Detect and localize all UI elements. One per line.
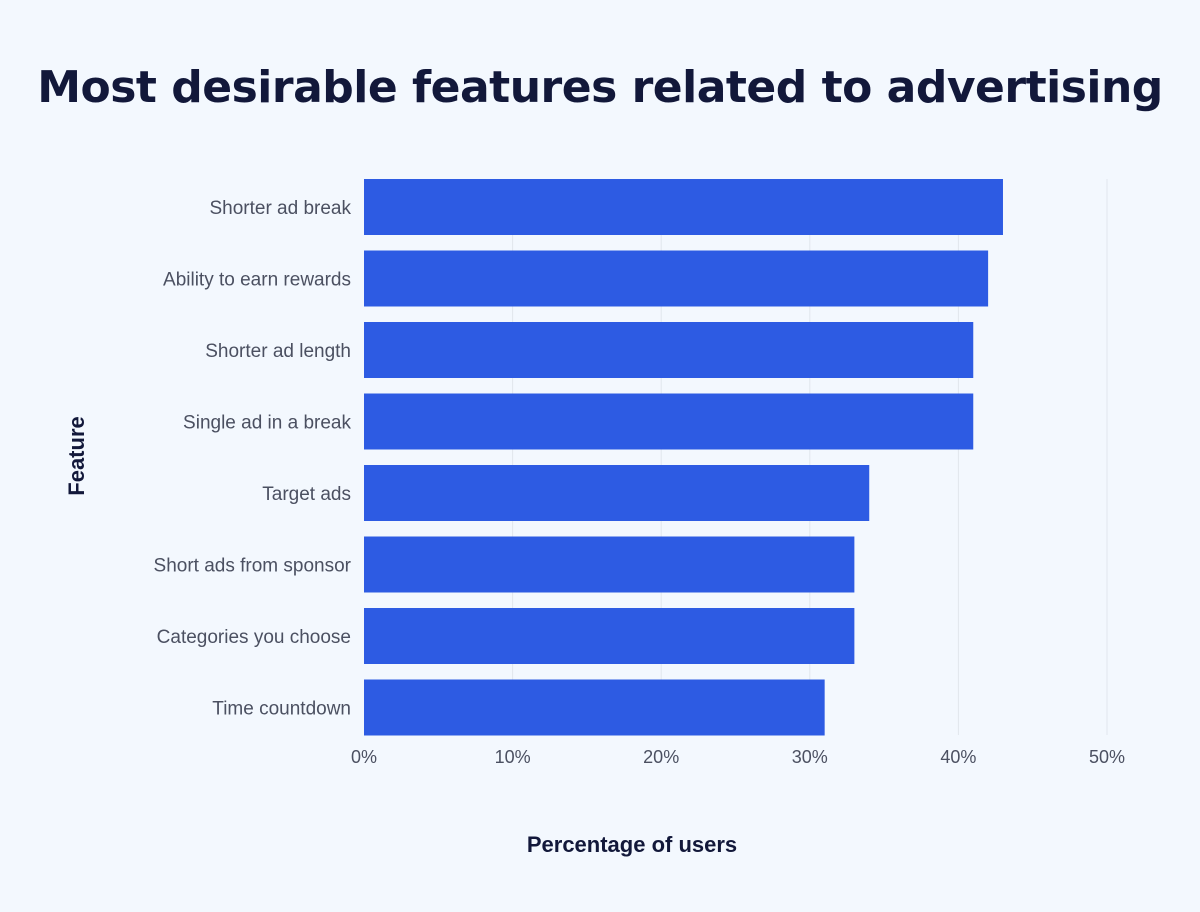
bar <box>364 465 870 521</box>
x-tick-label: 50% <box>1089 747 1125 767</box>
bar <box>364 393 974 450</box>
category-label: Short ads from sponsor <box>154 556 352 577</box>
x-tick-labels: 0% 10% 20% 30% 40% 50% <box>351 747 1125 767</box>
x-axis-title: Percentage of users <box>527 832 737 857</box>
x-tick-label: 30% <box>792 747 828 767</box>
category-label: Shorter ad length <box>205 341 351 362</box>
x-tick-label: 20% <box>643 747 679 767</box>
x-tick-label: 40% <box>940 747 976 767</box>
bars <box>364 179 1003 736</box>
bar <box>364 179 1003 235</box>
category-label: Single ad in a break <box>183 413 351 434</box>
category-label: Shorter ad break <box>209 198 351 219</box>
category-labels: Shorter ad break Ability to earn rewards S… <box>154 198 352 720</box>
category-label: Categories you choose <box>157 627 351 648</box>
category-label: Ability to earn rewards <box>163 270 351 291</box>
y-axis-title: Feature <box>64 416 89 495</box>
category-label: Time countdown <box>212 699 351 720</box>
bar <box>364 250 989 307</box>
bar <box>364 679 825 736</box>
bar <box>364 608 855 664</box>
x-tick-label: 10% <box>495 747 531 767</box>
bar <box>364 322 974 378</box>
x-tick-label: 0% <box>351 747 377 767</box>
category-label: Target ads <box>262 484 351 505</box>
bar <box>364 536 855 593</box>
chart-title: Most desirable features related to adver… <box>37 62 1163 113</box>
